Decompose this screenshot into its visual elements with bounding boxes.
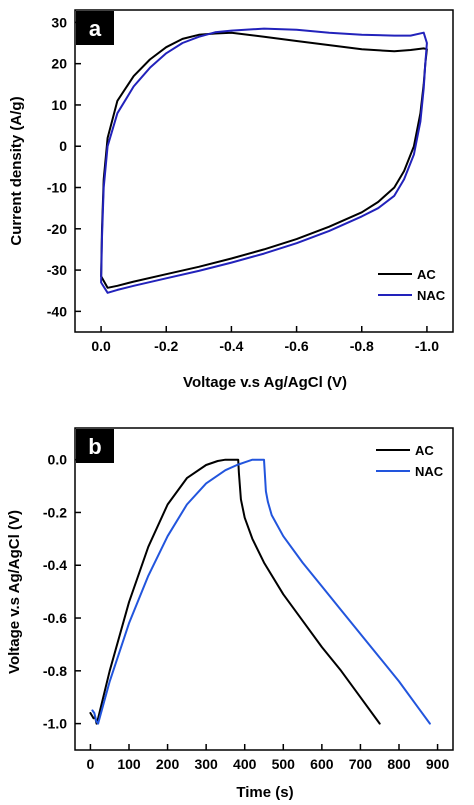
panel-b-x-tick-label: 100 [117,756,141,772]
panel-b-x-tick-label: 300 [194,756,218,772]
panel-b-x-tick-label: 700 [349,756,373,772]
panel-b-x-tick-label: 500 [272,756,296,772]
panel-a-plot-frame [74,9,454,333]
chart-panel-b: 0 100 200 300 400 500 600 700 800 900 0.0 -0.2 -0.4… [6,427,454,801]
panel-b-x-tick-label: 600 [310,756,334,772]
panel-b-label: b [88,434,101,459]
panel-b-series-ac [89,458,381,725]
panel-a-y-tick-label: 10 [51,97,67,113]
panel-a-x-axis-label: Voltage v.s Ag/AgCl (V) [183,374,347,391]
panel-b-y-tick-label: -0.6 [43,610,67,626]
panel-a-plot-lines [100,27,428,294]
panel-b-x-tick-label: 0 [87,756,95,772]
panel-a-x-tick-label: -0.2 [154,338,178,354]
panel-b-y-axis-label: Voltage v.s Ag/AgCl (V) [6,510,23,674]
panel-a-y-tick-label: 0 [59,138,67,154]
panel-a-series-ac [100,31,428,289]
panel-a-label: a [89,16,102,41]
chart-panel-a: 0.0 -0.2 -0.4 -0.6 -0.8 -1.0 30 20 10 0 -10 -20 -30… [8,9,454,391]
panel-b-legend-label-nac: NAC [415,464,444,479]
panel-a-y-ticks: 30 20 10 0 -10 -20 -30 -40 [47,14,81,319]
panel-a-y-tick-label: -10 [47,180,67,196]
panel-b-y-tick-label: 0.0 [48,452,68,468]
panel-a-y-tick-label: -40 [47,303,67,319]
panel-b-x-tick-label: 800 [387,756,411,772]
panel-a-y-tick-label: -30 [47,262,67,278]
panel-a-label-box [76,11,114,45]
panel-a-y-axis-label: Current density (A/g) [8,96,25,245]
panel-b-y-ticks: 0.0 -0.2 -0.4 -0.6 -0.8 -1.0 [43,452,81,732]
panel-b-x-tick-label: 200 [156,756,180,772]
panel-a-series-nac [100,27,428,294]
panel-a-y-tick-label: -20 [47,221,67,237]
panel-b-y-tick-label: -0.4 [43,557,67,573]
panel-a-legend-label-ac: AC [417,267,436,282]
panel-b-x-tick-label: 400 [233,756,257,772]
panel-b-x-ticks: 0 100 200 300 400 500 600 700 800 900 [87,744,450,772]
panel-a-x-tick-label: -0.4 [219,338,243,354]
panel-a-x-tick-label: -1.0 [415,338,439,354]
panel-a-y-tick-label: 20 [51,56,67,72]
panel-a-x-tick-label: -0.6 [285,338,309,354]
panel-a-y-tick-label: 30 [51,14,67,30]
panel-b-legend: AC NAC [376,443,444,479]
panel-b-y-tick-label: -1.0 [43,716,67,732]
panel-a-legend-label-nac: NAC [417,288,446,303]
panel-b-x-tick-label: 900 [426,756,450,772]
panel-a-x-ticks: 0.0 -0.2 -0.4 -0.6 -0.8 -1.0 [91,326,439,354]
panel-b-plot-lines [89,458,431,725]
panel-a-legend: AC NAC [378,267,446,303]
panel-a-x-tick-label: 0.0 [91,338,111,354]
panel-b-y-tick-label: -0.2 [43,504,67,520]
panel-b-label-box [76,429,114,463]
panel-b-x-axis-label: Time (s) [236,784,293,801]
panel-a-x-tick-label: -0.8 [350,338,374,354]
panel-b-series-nac [91,458,431,725]
panel-b-plot-frame [74,427,454,751]
panel-b-y-tick-label: -0.8 [43,663,67,679]
panel-b-legend-label-ac: AC [415,443,434,458]
